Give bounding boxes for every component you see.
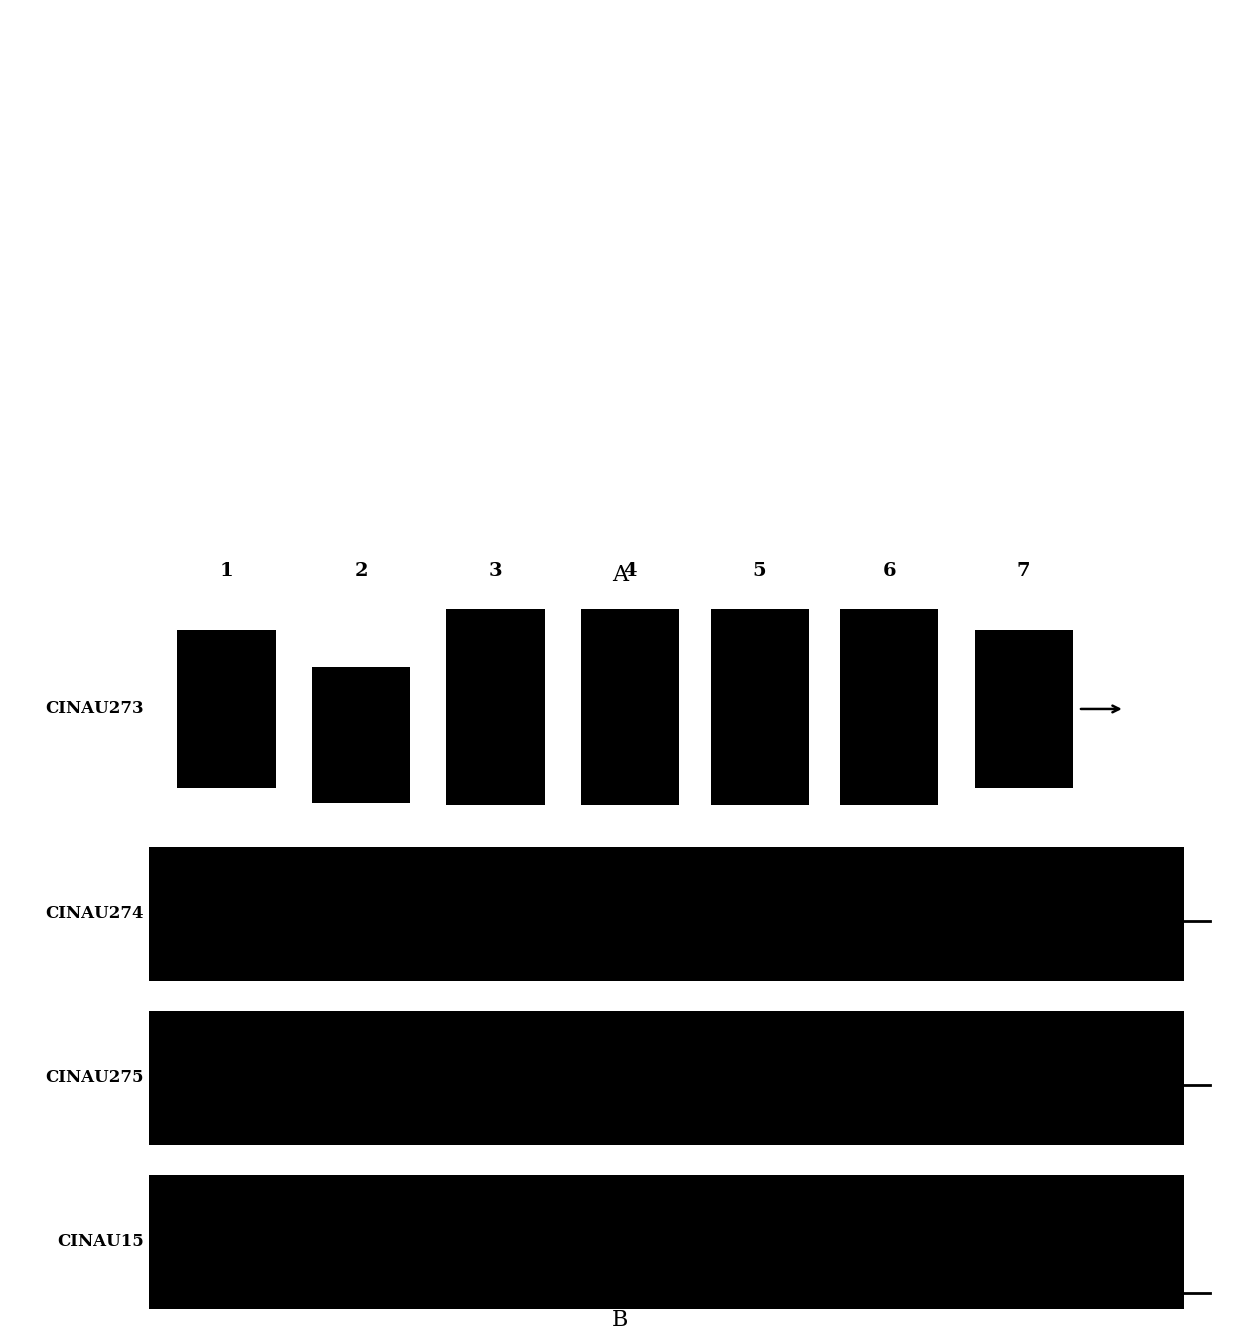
Text: 5: 5 xyxy=(753,562,766,579)
Text: 1: 1 xyxy=(219,562,233,579)
Text: 4: 4 xyxy=(624,562,637,579)
Bar xyxy=(446,609,544,805)
Text: A: A xyxy=(613,564,627,586)
Bar xyxy=(711,609,808,805)
Text: 1 um: 1 um xyxy=(1162,504,1176,508)
Text: CINAU274: CINAU274 xyxy=(45,906,144,922)
Text: 2: 2 xyxy=(355,562,368,579)
Text: 1 um: 1 um xyxy=(548,504,562,508)
Text: 7: 7 xyxy=(1017,562,1030,579)
Bar xyxy=(582,609,680,805)
Text: NAU418: NAU418 xyxy=(36,501,104,516)
Text: 6: 6 xyxy=(883,562,897,579)
Bar xyxy=(839,609,939,805)
Text: CINAU275: CINAU275 xyxy=(45,1070,144,1086)
Text: 3: 3 xyxy=(489,562,502,579)
Bar xyxy=(312,667,410,802)
Text: NAU427: NAU427 xyxy=(650,501,718,516)
Text: CINAU15: CINAU15 xyxy=(57,1234,144,1250)
Text: B: B xyxy=(611,1309,629,1331)
Bar xyxy=(975,630,1073,788)
Text: CINAU273: CINAU273 xyxy=(45,700,144,718)
Bar xyxy=(177,630,275,788)
